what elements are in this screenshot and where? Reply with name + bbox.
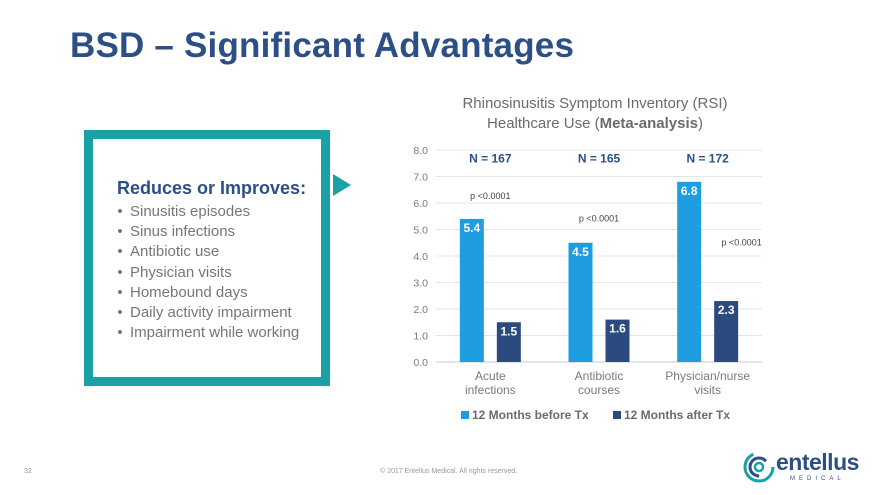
callout-item-text: Homebound days	[130, 283, 248, 301]
bar-after	[714, 301, 739, 362]
chart-title: Rhinosinusitis Symptom Inventory (RSI) H…	[430, 94, 760, 134]
x-tick-label: visits	[694, 383, 721, 397]
bar-before	[677, 181, 702, 362]
chart-title-line1: Rhinosinusitis Symptom Inventory (RSI)	[462, 95, 728, 112]
bar-before	[568, 242, 593, 362]
chart-title-bold: Meta-analysis	[599, 115, 698, 132]
bar-value-label: 2.3	[718, 303, 735, 317]
callout-item: • Impairment while working	[110, 323, 299, 343]
bar-after	[605, 319, 630, 362]
entellus-logo: entellus MEDICAL	[742, 448, 862, 488]
callout-item: • Antibiotic use	[110, 242, 299, 262]
p-value-label: p <0.0001	[470, 191, 510, 201]
callout-item: • Homebound days	[110, 283, 299, 303]
bullet-icon: •	[117, 243, 123, 261]
x-tick-label: Acute	[475, 369, 506, 383]
p-value-label: p <0.0001	[722, 237, 762, 247]
callout-heading: Reduces or Improves:	[117, 178, 307, 198]
p-value-label: p <0.0001	[579, 214, 619, 224]
logo-swirl-icon	[743, 451, 775, 483]
callout-item-text: Impairment while working	[130, 324, 300, 342]
callout-list: • Sinusitis episodes • Sinus infections • Ant…	[110, 202, 299, 343]
bullet-icon: •	[117, 263, 123, 281]
logo-tagline: MEDICAL	[790, 476, 845, 482]
y-tick-label: 3.0	[413, 278, 428, 290]
bar-value-label: 1.6	[609, 322, 626, 336]
legend-swatch	[461, 411, 469, 419]
logo-wordmark: entellus	[776, 449, 859, 475]
slide-title: BSD – Significant Advantages	[70, 26, 575, 65]
n-label: N = 165	[578, 152, 621, 166]
y-tick-label: 4.0	[413, 251, 428, 263]
callout-item-text: Sinus infections	[130, 223, 236, 241]
bar-value-label: 5.4	[463, 221, 480, 235]
x-tick-label: Physician/nurse	[665, 369, 750, 383]
callout-item-text: Daily activity impairment	[130, 303, 292, 321]
n-label: N = 167	[469, 152, 512, 166]
y-tick-label: 0.0	[413, 357, 428, 369]
bullet-icon: •	[117, 283, 123, 301]
callout-item: • Sinus infections	[110, 222, 299, 242]
bar-before	[459, 218, 484, 362]
callout-box	[84, 130, 330, 386]
callout-item-text: Antibiotic use	[130, 243, 220, 261]
bullet-icon: •	[117, 303, 123, 321]
y-tick-label: 5.0	[413, 225, 428, 237]
y-tick-label: 2.0	[413, 304, 428, 316]
bullet-icon: •	[117, 324, 123, 342]
callout-item-text: Physician visits	[130, 263, 232, 281]
callout-item: • Sinusitis episodes	[110, 202, 299, 222]
bar-value-label: 6.8	[681, 184, 698, 198]
callout-item: • Daily activity impairment	[110, 303, 299, 323]
n-label: N = 172	[686, 152, 729, 166]
x-tick-label: Antibiotic	[575, 369, 624, 383]
y-tick-label: 6.0	[413, 198, 428, 210]
x-tick-label: infections	[465, 383, 516, 397]
y-tick-label: 7.0	[413, 172, 428, 184]
y-tick-label: 8.0	[413, 145, 428, 157]
bar-value-label: 4.5	[572, 245, 589, 259]
y-tick-label: 1.0	[413, 331, 428, 343]
callout-arrow-icon	[333, 174, 351, 196]
legend-swatch	[613, 411, 621, 419]
bar-value-label: 1.5	[500, 324, 517, 338]
bullet-icon: •	[117, 203, 123, 220]
page-number: 32	[24, 468, 32, 475]
bullet-icon: •	[117, 223, 123, 241]
callout-item: • Physician visits	[110, 263, 299, 283]
legend-label: 12 Months after Tx	[624, 408, 730, 422]
callout-item-text: Sinusitis episodes	[130, 203, 251, 220]
copyright: © 2017 Entellus Medical. All rights rese…	[380, 468, 518, 475]
x-tick-label: courses	[578, 383, 620, 397]
chart-title-line2: Healthcare Use (Meta-analysis)	[487, 115, 703, 132]
bar-after	[496, 322, 521, 362]
legend-label: 12 Months before Tx	[472, 408, 589, 422]
